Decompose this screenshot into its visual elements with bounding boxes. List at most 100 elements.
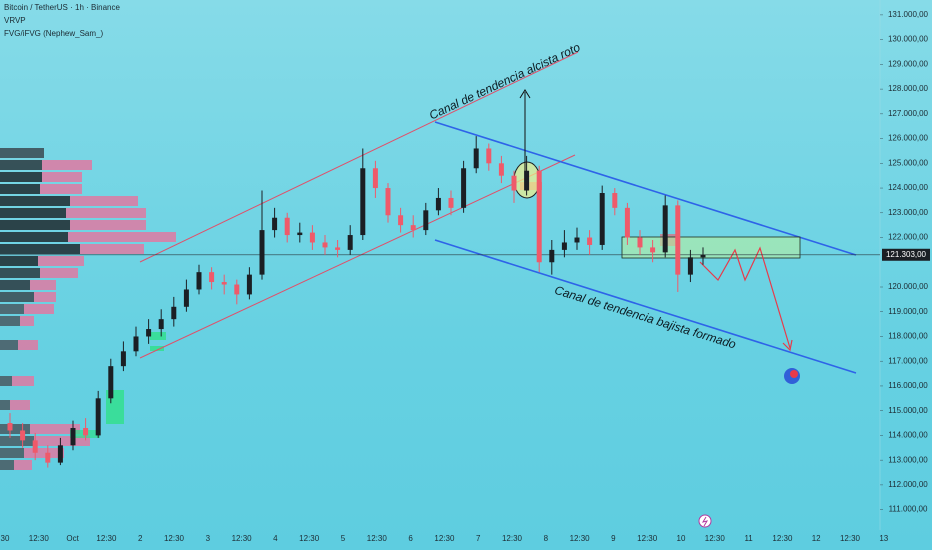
candle-body [410,225,416,231]
candle-body [700,254,706,258]
x-tick-label: 9 [611,534,616,543]
candle-body [372,168,378,189]
chart-title: Bitcoin / TetherUS · 1h · Binance [4,3,120,12]
candle-body [675,205,681,275]
x-tick-label: 8 [544,534,549,543]
y-tick-label: 125.000,00 [888,158,929,167]
volume-profile [0,148,176,470]
candle-body [120,351,126,367]
candle-body [246,274,252,295]
candle-body [133,336,139,352]
y-tick-label: 128.000,00 [888,84,929,93]
y-tick-label: 117.000,00 [888,356,928,365]
y-tick-label: 120.000,00 [888,282,929,291]
candle-body [612,193,618,208]
candle-body [146,329,152,337]
candle-body [360,168,366,236]
indicator-label: FVG/iFVG (Nephew_Sam_) [4,29,103,38]
x-tick-label: 12:30 [29,534,50,543]
candle-body [234,284,240,295]
candle-body [83,428,89,436]
candle-body [435,197,441,211]
y-tick-label: 129.000,00 [888,59,929,68]
candle-body [209,272,215,283]
y-tick-label: 113.000,00 [888,455,928,464]
last-price-label: 121.303,00 [886,250,927,259]
x-tick-label: Oct [66,534,79,543]
y-tick-label: 115.000,00 [888,406,928,415]
x-tick-label: 12:30 [705,534,726,543]
annotation: Canal de tendencia alcista roto [427,40,583,122]
x-tick-label: 12 [812,534,821,543]
candle-body [461,168,467,208]
candle-body [70,428,76,446]
x-tick-label: 12:30 [570,534,591,543]
y-tick-label: 131.000,00 [888,10,929,19]
candle-body [511,175,517,191]
candle-body [650,247,656,253]
candle-body [662,205,668,253]
y-tick-label: 119.000,00 [888,307,928,316]
candle-body [637,237,643,248]
candle-body [259,230,265,275]
x-tick-label: 5 [341,534,346,543]
x-tick-label: 12:30 [434,534,455,543]
annotation: Canal de tendencia bajista formado [553,283,738,352]
y-tick-label: 118.000,00 [888,332,928,341]
candle-body [524,170,530,191]
candle-body [398,215,404,226]
x-tick-label: 3 [206,534,211,543]
y-tick-label: 127.000,00 [888,109,929,118]
candle-body [599,193,605,245]
candle-body [322,242,328,248]
candle-body [297,232,303,236]
x-tick-label: 12:30 [96,534,117,543]
x-tick-label: 11 [744,534,753,543]
candle-body [687,257,693,275]
x-tick-label: 12:30 [637,534,658,543]
candle-body [171,306,177,320]
x-tick-label: 12:30 [502,534,523,543]
candle-body [624,207,630,238]
candle-body [574,237,580,243]
x-tick-label: 12:30 [840,534,861,543]
y-tick-label: 116.000,00 [888,381,928,390]
x-tick-label: 13 [879,534,888,543]
candle-body [272,217,278,231]
candle-body [20,430,26,441]
candle-body [45,452,51,463]
candle-body [108,366,114,399]
x-tick-label: 12:30 [772,534,793,543]
y-tick-label: 111.000,00 [889,505,928,514]
candle-body [158,319,164,330]
last-price-tag [882,248,930,261]
x-tick-label: 12:30 [299,534,320,543]
x-tick-label: 2 [138,534,143,543]
candle-body [7,423,13,431]
y-tick-label: 122.000,00 [888,233,929,242]
candle-body [486,148,492,164]
y-tick-label: 112.000,00 [888,480,928,489]
x-tick-label: 12:30 [232,534,253,543]
y-tick-label: 130.000,00 [888,35,929,44]
candle-body [498,163,504,176]
candle-body [561,242,567,250]
x-tick-label: 7 [476,534,481,543]
candle-body [448,197,454,208]
candle-body [183,289,189,307]
y-tick-label: 124.000,00 [888,183,929,192]
candle-body [385,188,391,216]
x-tick-label: 30 [1,534,10,543]
y-tick-label: 126.000,00 [888,134,929,143]
candle-body [347,235,353,250]
candle-body [309,232,315,243]
indicator-label: VRVP [4,16,26,25]
x-tick-label: 12:30 [367,534,388,543]
candle-body [196,272,202,290]
x-tick-label: 10 [677,534,686,543]
candle-body [335,247,341,250]
candle-body [284,217,290,236]
y-tick-label: 123.000,00 [888,208,929,217]
x-tick-label: 4 [273,534,278,543]
